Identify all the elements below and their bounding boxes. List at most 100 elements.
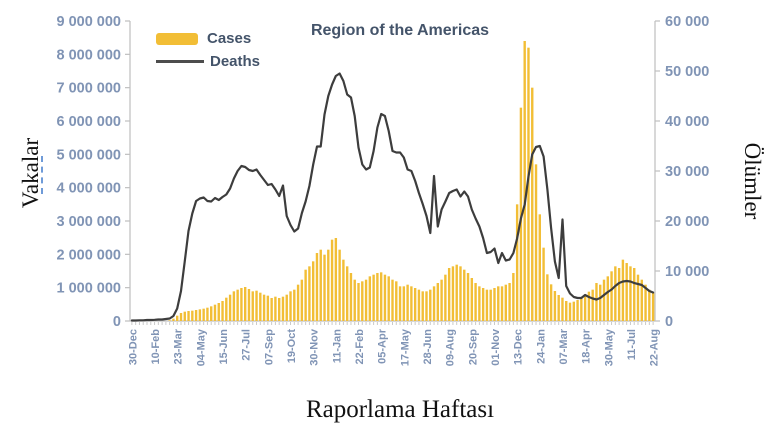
cases-bar [640, 279, 643, 321]
cases-bar [338, 249, 341, 321]
cases-bar [172, 318, 175, 321]
cases-bar [580, 298, 583, 321]
y-left-tick-label: 3 000 000 [56, 214, 121, 230]
deaths-line [130, 72, 655, 322]
cases-bar [436, 283, 440, 321]
cases-bar [221, 301, 224, 321]
cases-bar [285, 294, 288, 321]
cases-bar [225, 297, 228, 321]
blue-dashed-marker [41, 156, 43, 194]
x-tick-label: 30-May [603, 328, 615, 366]
cases-bar [398, 286, 402, 321]
cases-bar [176, 315, 179, 321]
x-tick-label: 15-Jun [218, 329, 230, 365]
cases-bar [636, 274, 640, 321]
cases-bar [595, 283, 598, 321]
cases-bar [610, 271, 613, 321]
cases-bar [568, 302, 572, 321]
cases-bar [587, 291, 591, 321]
cases-bar [198, 309, 202, 321]
cases-bar [572, 301, 575, 321]
cases-bar [602, 279, 606, 321]
cases-bar [368, 276, 372, 321]
x-tick-label: 22-Feb [354, 329, 366, 365]
y-left-tick-label: 5 000 000 [56, 147, 121, 163]
x-tick-label: 10-Feb [150, 329, 162, 365]
cases-bar [194, 310, 198, 321]
cases-bar [259, 292, 262, 321]
cases-bar [406, 284, 409, 321]
y-left-tick-label: 7 000 000 [56, 81, 121, 97]
cases-bar [300, 279, 304, 321]
cases-bar [236, 289, 239, 321]
cases-bar [383, 274, 387, 321]
y-left-tick-label: 1 000 000 [56, 281, 121, 297]
y-left-tick-label: 9 000 000 [56, 14, 121, 30]
cases-bar [534, 164, 538, 321]
x-tick-label: 18-Apr [581, 328, 593, 364]
cases-bar [308, 266, 311, 321]
cases-bar [504, 284, 508, 321]
legend-item-cases: Cases [156, 27, 260, 50]
cases-bar [353, 279, 356, 321]
cases-bar [531, 87, 534, 321]
x-tick-label: 22-Aug [649, 329, 661, 366]
x-tick-label: 19-Oct [286, 329, 298, 364]
cases-bar [357, 283, 360, 321]
x-tick-label: 11-Jan [331, 329, 343, 364]
x-tick-label: 01-Nov [490, 328, 502, 366]
cases-bar [345, 266, 349, 321]
cases-bar [361, 281, 364, 321]
cases-bar [262, 294, 266, 321]
cases-bar [410, 286, 413, 321]
cases-bar [372, 274, 375, 321]
cases-bar [376, 273, 379, 321]
cases-bar [625, 263, 628, 321]
y-left-tick-label: 8 000 000 [56, 47, 121, 63]
deaths-swatch-icon [156, 60, 204, 63]
cases-bar [213, 304, 217, 321]
x-tick-label: 30-Nov [309, 328, 321, 366]
x-tick-label: 30-Dec [127, 329, 139, 365]
cases-bar [334, 238, 338, 321]
cases-bar [342, 259, 345, 321]
legend: Cases Deaths [156, 27, 260, 73]
y-right-tick-label: 40 000 [665, 114, 709, 130]
cases-bar [432, 286, 436, 321]
cases-bar [629, 266, 632, 321]
cases-bar [493, 288, 496, 321]
cases-bar [538, 214, 541, 321]
y-left-tick-label: 6 000 000 [56, 114, 121, 130]
cases-bar [508, 283, 511, 321]
cases-bar [481, 288, 485, 321]
cases-bar [561, 297, 564, 321]
cases-bar [565, 301, 568, 321]
cases-bar [549, 284, 553, 321]
cases-bar [474, 283, 477, 321]
cases-swatch-icon [156, 32, 198, 45]
y-left-tick-label: 0 [113, 314, 121, 330]
legend-item-deaths: Deaths [156, 50, 260, 73]
y-left-tick-label: 2 000 000 [56, 247, 121, 263]
cases-bar [470, 278, 474, 321]
cases-bar [349, 273, 353, 321]
x-tick-label: 07-Mar [558, 328, 570, 364]
y-right-tick-label: 50 000 [665, 64, 709, 80]
x-tick-label: 07-Sep [263, 329, 275, 365]
cases-bar [247, 289, 251, 321]
cases-bar [425, 291, 428, 321]
cases-bar [311, 261, 315, 321]
cases-bar [485, 289, 489, 321]
cases-bar [319, 249, 322, 321]
cases-bar [179, 313, 183, 321]
cases-bar [304, 269, 307, 321]
x-tick-label: 28-Jun [422, 329, 434, 365]
cases-bar [244, 287, 247, 321]
y-right-tick-label: 10 000 [665, 264, 709, 280]
legend-deaths-label: Deaths [210, 53, 261, 70]
cases-bar [330, 239, 334, 321]
x-tick-label: 13-Dec [513, 329, 525, 365]
cases-bar [459, 266, 462, 321]
cases-bar [277, 298, 281, 321]
